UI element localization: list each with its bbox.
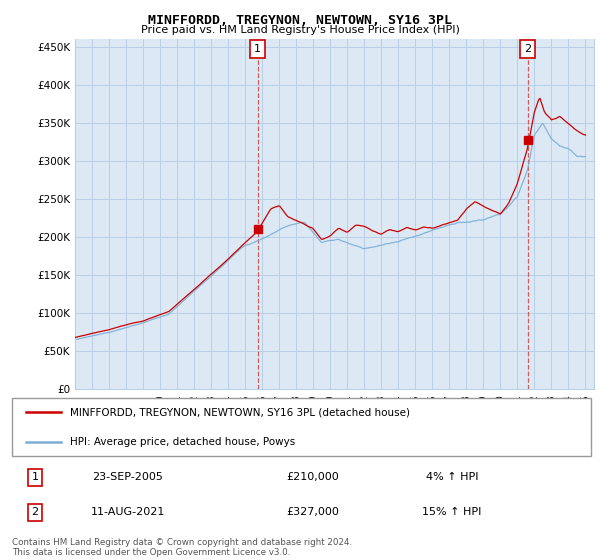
Text: £327,000: £327,000 [287, 507, 340, 517]
FancyBboxPatch shape [12, 398, 591, 456]
Text: 15% ↑ HPI: 15% ↑ HPI [422, 507, 482, 517]
Text: 2: 2 [524, 44, 531, 54]
Text: 1: 1 [254, 44, 261, 54]
Text: 11-AUG-2021: 11-AUG-2021 [91, 507, 165, 517]
Text: MINFFORDD, TREGYNON, NEWTOWN, SY16 3PL (detached house): MINFFORDD, TREGYNON, NEWTOWN, SY16 3PL (… [70, 407, 410, 417]
Text: MINFFORDD, TREGYNON, NEWTOWN, SY16 3PL: MINFFORDD, TREGYNON, NEWTOWN, SY16 3PL [148, 14, 452, 27]
Text: Contains HM Land Registry data © Crown copyright and database right 2024.
This d: Contains HM Land Registry data © Crown c… [12, 538, 352, 557]
Text: 2: 2 [32, 507, 39, 517]
Text: Price paid vs. HM Land Registry's House Price Index (HPI): Price paid vs. HM Land Registry's House … [140, 25, 460, 35]
Text: HPI: Average price, detached house, Powys: HPI: Average price, detached house, Powy… [70, 437, 295, 447]
Text: £210,000: £210,000 [287, 472, 340, 482]
Text: 1: 1 [32, 472, 38, 482]
Text: 4% ↑ HPI: 4% ↑ HPI [426, 472, 478, 482]
Text: 23-SEP-2005: 23-SEP-2005 [92, 472, 163, 482]
